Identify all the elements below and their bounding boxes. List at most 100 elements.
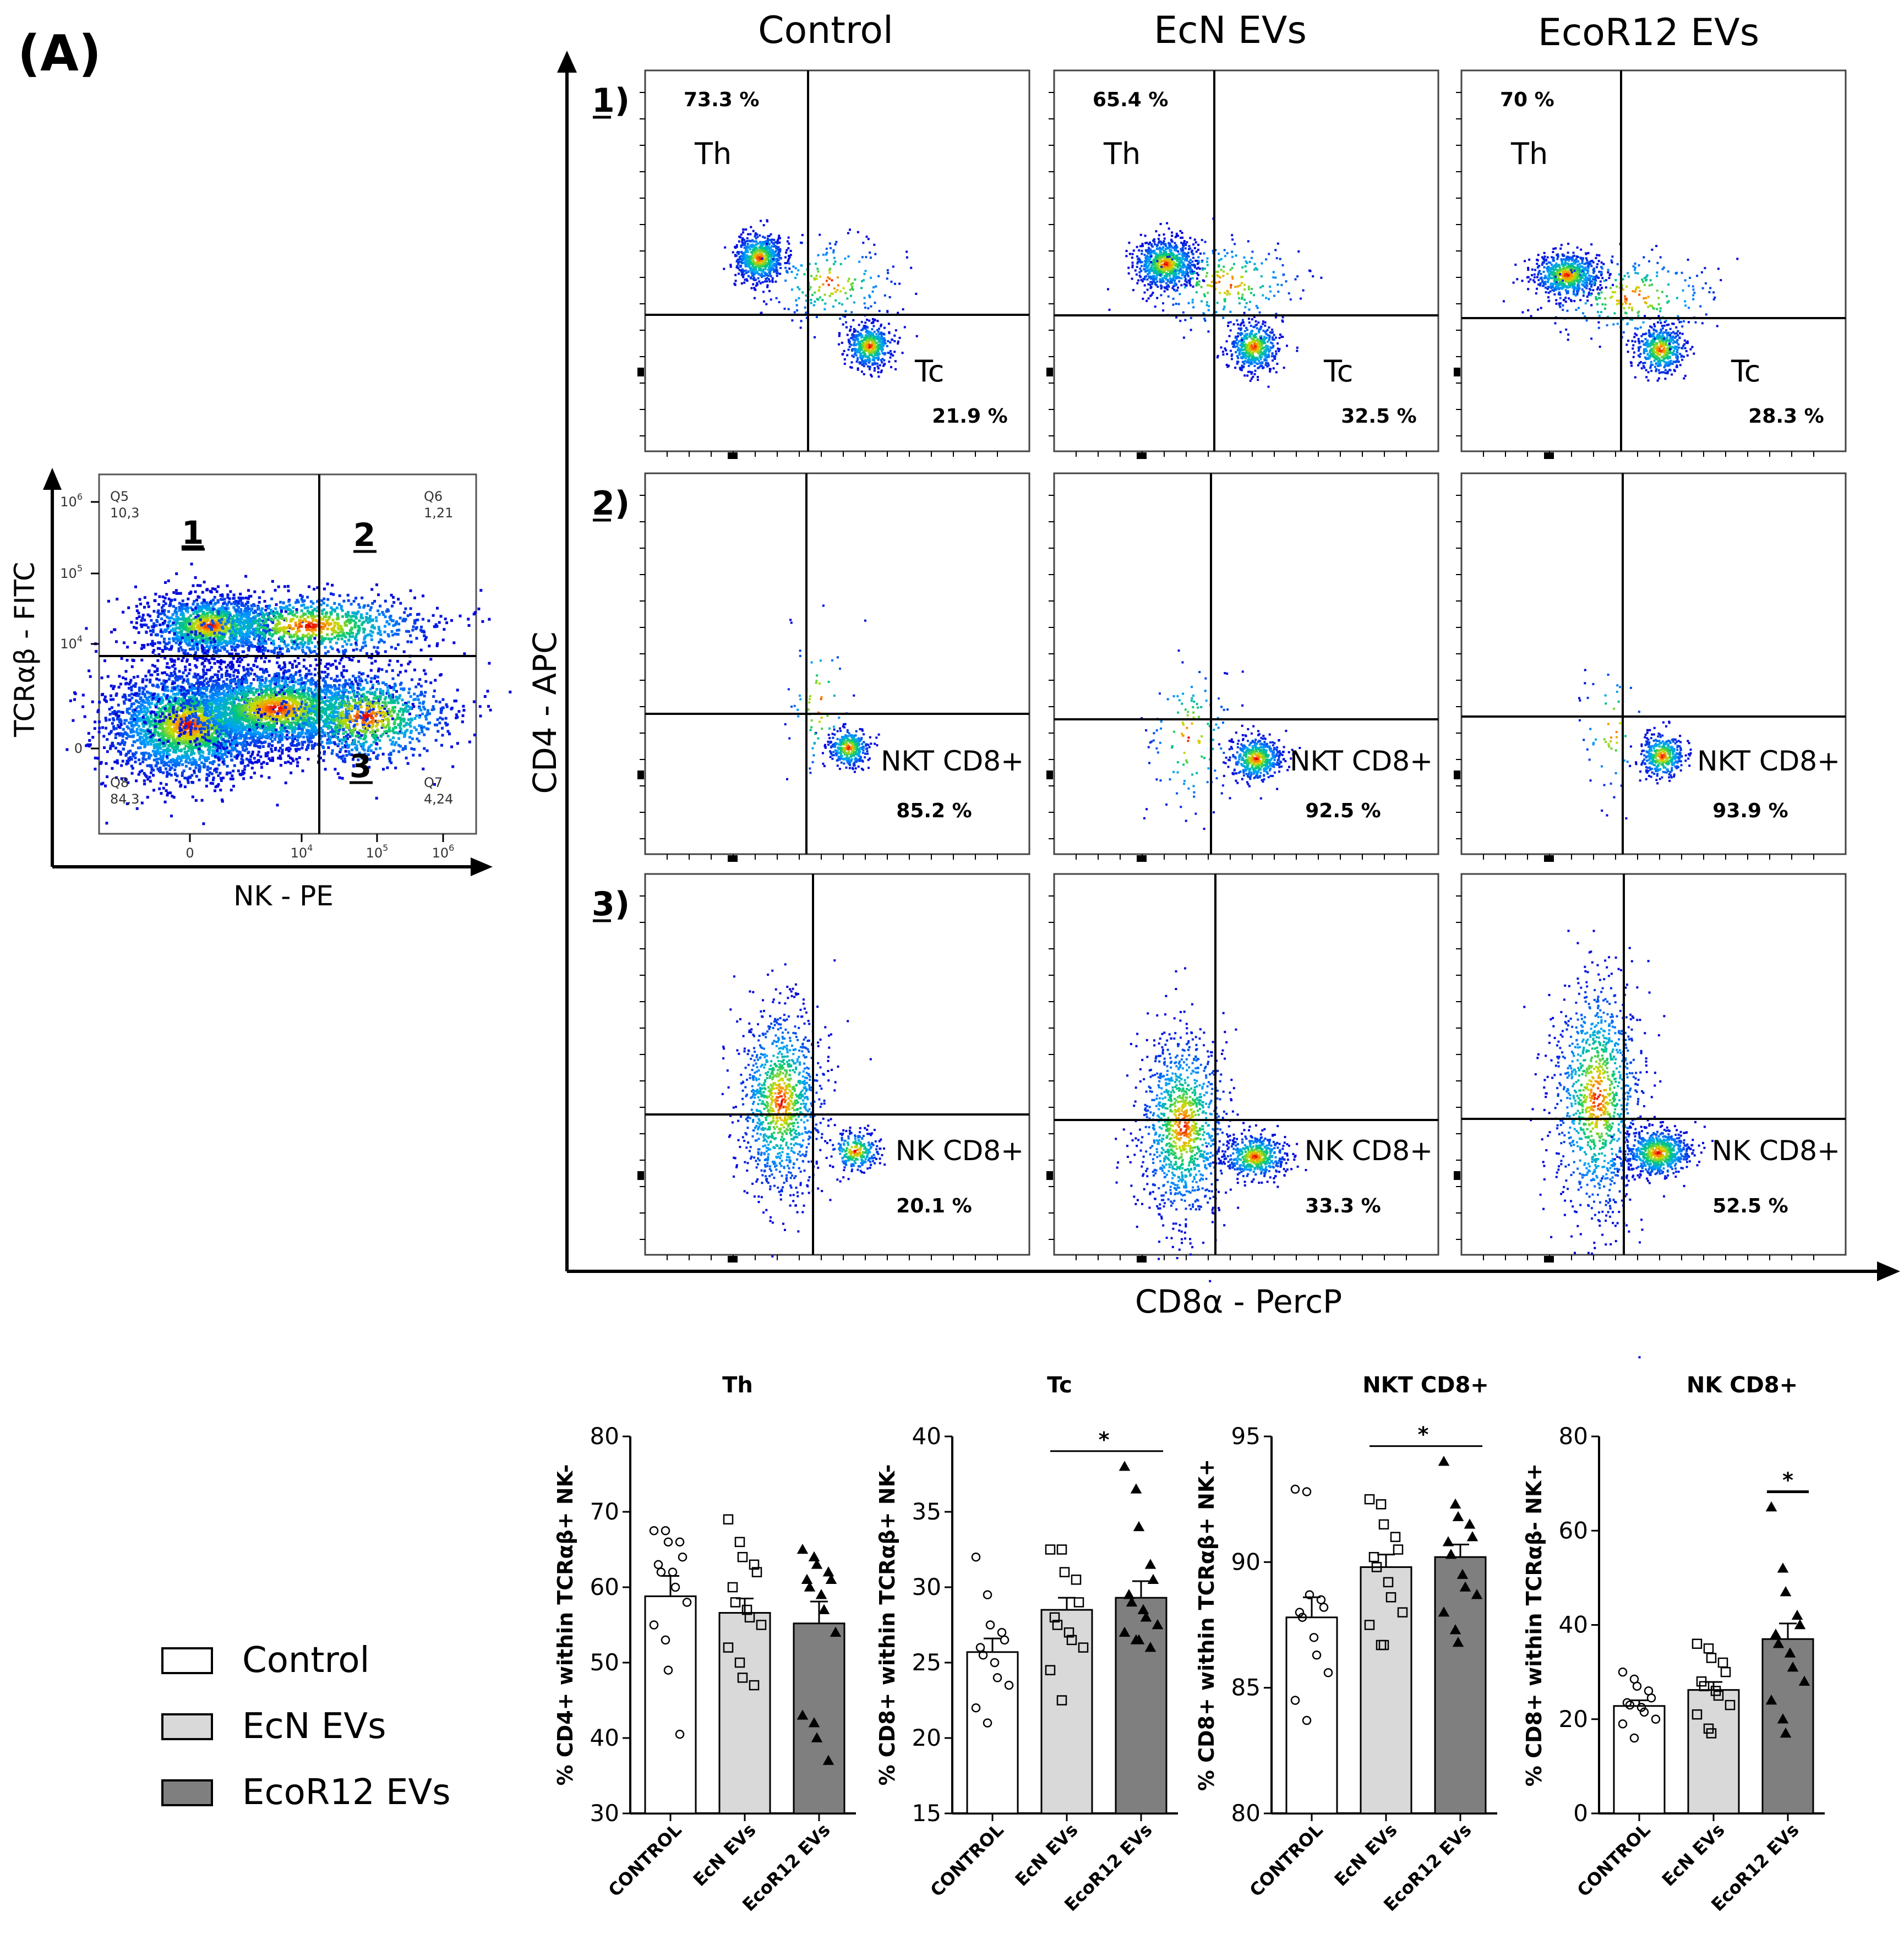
flow-density xyxy=(1578,669,1692,819)
data-point xyxy=(737,1673,748,1683)
data-point xyxy=(1130,1483,1142,1494)
y-tick-label: 60 xyxy=(1559,1517,1588,1544)
y-tick-label: 20 xyxy=(1559,1706,1588,1733)
x-tick-label: EcN EVs xyxy=(1330,1819,1401,1890)
data-point xyxy=(663,1537,673,1547)
data-point xyxy=(1798,1675,1810,1686)
data-point xyxy=(1636,1703,1646,1712)
gating-x-tick-label: 104 xyxy=(291,843,313,861)
upper-population-label: Th xyxy=(694,136,732,171)
upper-percentage: 70 % xyxy=(1500,89,1554,111)
data-point xyxy=(1302,1715,1312,1725)
gating-y-tick-label: 106 xyxy=(60,491,83,510)
data-point xyxy=(1770,1628,1782,1639)
gate-number-3: 3 xyxy=(350,747,372,785)
y-tick-label: 20 xyxy=(912,1724,941,1751)
flow-plot-r1-c1: 73.3 % Th Tc 21.9 % xyxy=(637,69,1030,459)
data-point xyxy=(1071,1575,1082,1585)
data-point xyxy=(1133,1521,1145,1532)
column-title-ecn-evs: EcN EVs xyxy=(1154,9,1307,52)
data-point xyxy=(1449,1624,1461,1635)
column-title-control: Control xyxy=(758,9,893,52)
data-point xyxy=(723,1514,734,1524)
data-point xyxy=(1319,1603,1329,1612)
data-point xyxy=(1078,1642,1089,1653)
data-point xyxy=(1056,1544,1067,1555)
data-point xyxy=(1639,1707,1649,1717)
lower-percentage: 33.3 % xyxy=(1305,1195,1381,1217)
data-point xyxy=(1646,1693,1656,1703)
data-point xyxy=(1385,1592,1396,1603)
x-tick-label: CONTROL xyxy=(1573,1819,1654,1901)
grid-y-axis-label: CD4 - APC xyxy=(526,631,564,794)
data-point xyxy=(1692,1638,1703,1649)
data-point xyxy=(1123,1589,1135,1599)
quadrant-q6-name: Q6 xyxy=(424,489,443,504)
gating-x-axis-label: NK - PE xyxy=(233,880,334,912)
data-point xyxy=(751,1567,762,1577)
data-point xyxy=(1784,1647,1796,1658)
data-point xyxy=(1397,1607,1408,1617)
data-point xyxy=(1791,1609,1803,1620)
flow-grid: CD4 - APC CD8α - PercP Control EcN EVs E… xyxy=(526,9,1900,1359)
x-tick-label: EcN EVs xyxy=(689,1819,760,1890)
row-label-3: 3) xyxy=(592,885,630,923)
lower-population-label: NK CD8+ xyxy=(1305,1135,1433,1167)
data-point xyxy=(1706,1728,1717,1739)
flow-density xyxy=(723,219,918,378)
bar-chart-4: NK CD8+ % CD8+ within TCRαβ- NK+ 0 20 40 60 80… xyxy=(1522,1373,1825,1915)
data-point xyxy=(1445,1549,1457,1559)
data-point xyxy=(1371,1562,1382,1572)
bar-chart-3: NKT CD8+ % CD8+ within TCRαβ+ NK+ 80 85 90 95… xyxy=(1194,1373,1497,1915)
data-point xyxy=(1452,1636,1464,1647)
data-point xyxy=(1045,1544,1056,1555)
quadrant-q8-name: Q8 xyxy=(110,775,129,790)
data-point xyxy=(1378,1519,1389,1530)
data-point xyxy=(663,1665,673,1675)
lower-percentage: 52.5 % xyxy=(1712,1195,1788,1217)
data-point xyxy=(1063,1627,1074,1638)
quadrant-q7-value: 4,24 xyxy=(424,791,453,807)
flow-plot-r2-c3: NKT CD8+ 93.9 % xyxy=(1454,472,1847,862)
bar xyxy=(1761,1638,1814,1815)
data-point xyxy=(723,1642,734,1653)
lower-percentage: 93.9 % xyxy=(1712,800,1788,822)
data-point xyxy=(675,1537,685,1547)
row-label-2: 2) xyxy=(592,484,630,523)
gating-plot: 106 105 104 0 0 104 105 106 Q5 10,3 Q6 1,21 Q8… xyxy=(9,468,512,912)
data-point xyxy=(1794,1619,1806,1630)
y-axis-label: % CD8+ within TCRαβ+ NK+ xyxy=(1194,1459,1219,1791)
gate-number-2: 2 xyxy=(353,516,375,554)
data-point xyxy=(1290,1696,1300,1705)
data-point xyxy=(971,1703,981,1713)
data-point xyxy=(1056,1695,1067,1706)
data-point xyxy=(1618,1719,1628,1729)
data-point xyxy=(1305,1590,1314,1599)
data-point xyxy=(1126,1596,1138,1607)
data-point xyxy=(985,1620,995,1630)
flow-density xyxy=(1523,930,1714,1359)
lower-population-label: NK CD8+ xyxy=(896,1135,1024,1167)
lower-percentage: 28.3 % xyxy=(1748,405,1824,428)
chart-title: Tc xyxy=(1047,1373,1072,1398)
data-point xyxy=(1390,1532,1401,1542)
y-tick-label: 40 xyxy=(590,1724,619,1751)
data-point xyxy=(1651,1714,1661,1724)
lower-population-label: Tc xyxy=(1731,354,1761,389)
flow-plot-r1-c3: 70 % Th Tc 28.3 % xyxy=(1454,69,1847,459)
legend-label-control: Control xyxy=(242,1640,369,1681)
data-point xyxy=(811,1732,823,1742)
y-tick-label: 0 xyxy=(1573,1800,1588,1827)
data-point xyxy=(1133,1634,1145,1644)
data-point xyxy=(653,1560,663,1570)
data-point xyxy=(818,1604,830,1614)
data-point xyxy=(1449,1498,1461,1509)
data-point xyxy=(668,1567,678,1577)
data-point xyxy=(822,1755,834,1765)
gating-x-tick-label: 106 xyxy=(432,843,455,861)
data-point xyxy=(1376,1499,1387,1510)
data-point xyxy=(804,1581,816,1592)
data-point xyxy=(1383,1577,1394,1588)
data-point xyxy=(1364,1620,1375,1630)
y-tick-label: 30 xyxy=(590,1800,619,1827)
